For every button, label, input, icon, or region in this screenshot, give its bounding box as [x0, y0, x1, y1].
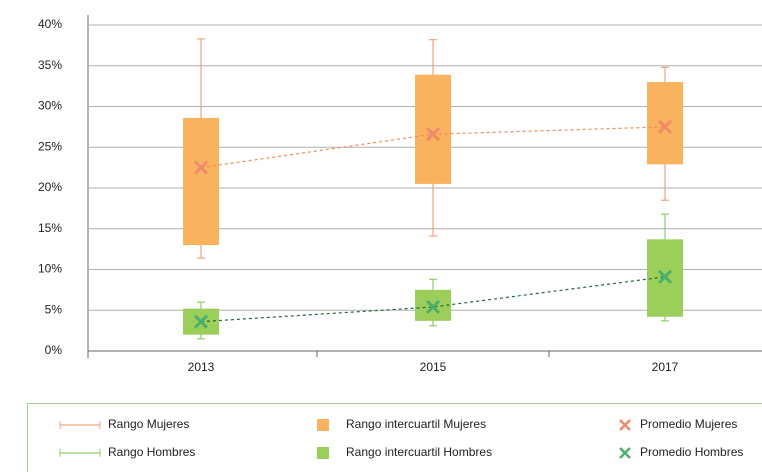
legend-mean-icon — [619, 447, 631, 459]
mean-marker — [193, 314, 209, 329]
y-tick-label: 25% — [38, 139, 62, 153]
legend-mean-icon — [619, 419, 631, 431]
y-tick-label: 35% — [38, 58, 62, 72]
legend-frame — [27, 403, 762, 472]
y-tick-label: 40% — [38, 17, 62, 31]
mean-marker — [425, 127, 441, 142]
mean-marker — [425, 299, 441, 315]
y-tick-label: 20% — [38, 180, 62, 194]
legend-label: Rango Mujeres — [108, 417, 189, 431]
y-tick-label: 15% — [38, 221, 62, 235]
legend-label: Promedio Mujeres — [640, 417, 737, 431]
legend-label: Rango intercuartil Mujeres — [346, 417, 486, 431]
x-tick-label: 2015 — [420, 360, 447, 374]
y-tick-label: 5% — [45, 302, 63, 316]
x-tick-label: 2017 — [652, 360, 679, 374]
iqr-box — [415, 74, 451, 184]
mean-marker — [193, 160, 209, 175]
mean-marker — [657, 269, 673, 284]
iqr-box — [647, 82, 683, 165]
legend-box-icon — [317, 447, 329, 459]
iqr-box — [183, 117, 219, 246]
mean-marker — [657, 119, 673, 134]
y-tick-label: 0% — [45, 343, 63, 357]
legend-label: Promedio Hombres — [640, 445, 743, 459]
legend-label: Rango intercuartil Hombres — [346, 445, 492, 459]
x-tick-label: 2013 — [188, 360, 215, 374]
y-tick-label: 30% — [38, 99, 62, 113]
y-tick-label: 10% — [38, 262, 62, 276]
legend-label: Rango Hombres — [108, 445, 195, 459]
legend-box-icon — [317, 419, 329, 431]
